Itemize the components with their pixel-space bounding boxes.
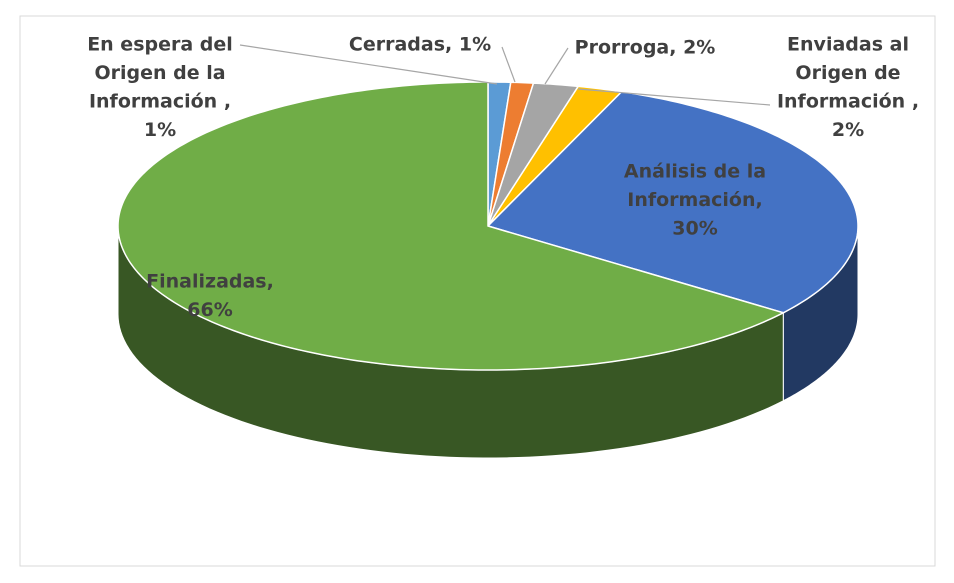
data-label: Enviadas al [787,34,909,56]
data-label: 1% [144,119,176,141]
slice [487,85,624,227]
slice [117,81,786,371]
data-label: 66% [187,299,232,321]
data-label: Prorroga, 2% [575,37,716,59]
data-label: Información , [89,91,231,113]
data-label: Información, [627,189,762,211]
data-label: Análisis de la [624,161,766,183]
leader-line [577,88,771,106]
data-label: 2% [832,119,864,141]
data-label: En espera del [87,34,233,56]
data-label: Cerradas, 1% [349,34,491,56]
data-label: Finalizadas, [146,271,274,293]
data-label: 30% [672,218,717,240]
data-label: Información , [777,91,919,113]
leader-line [239,44,498,85]
data-label: Origen de la [94,62,225,84]
slice [486,90,859,314]
data-label: Origen de [795,62,900,84]
leader-line [544,47,569,85]
leader-line [501,46,516,83]
